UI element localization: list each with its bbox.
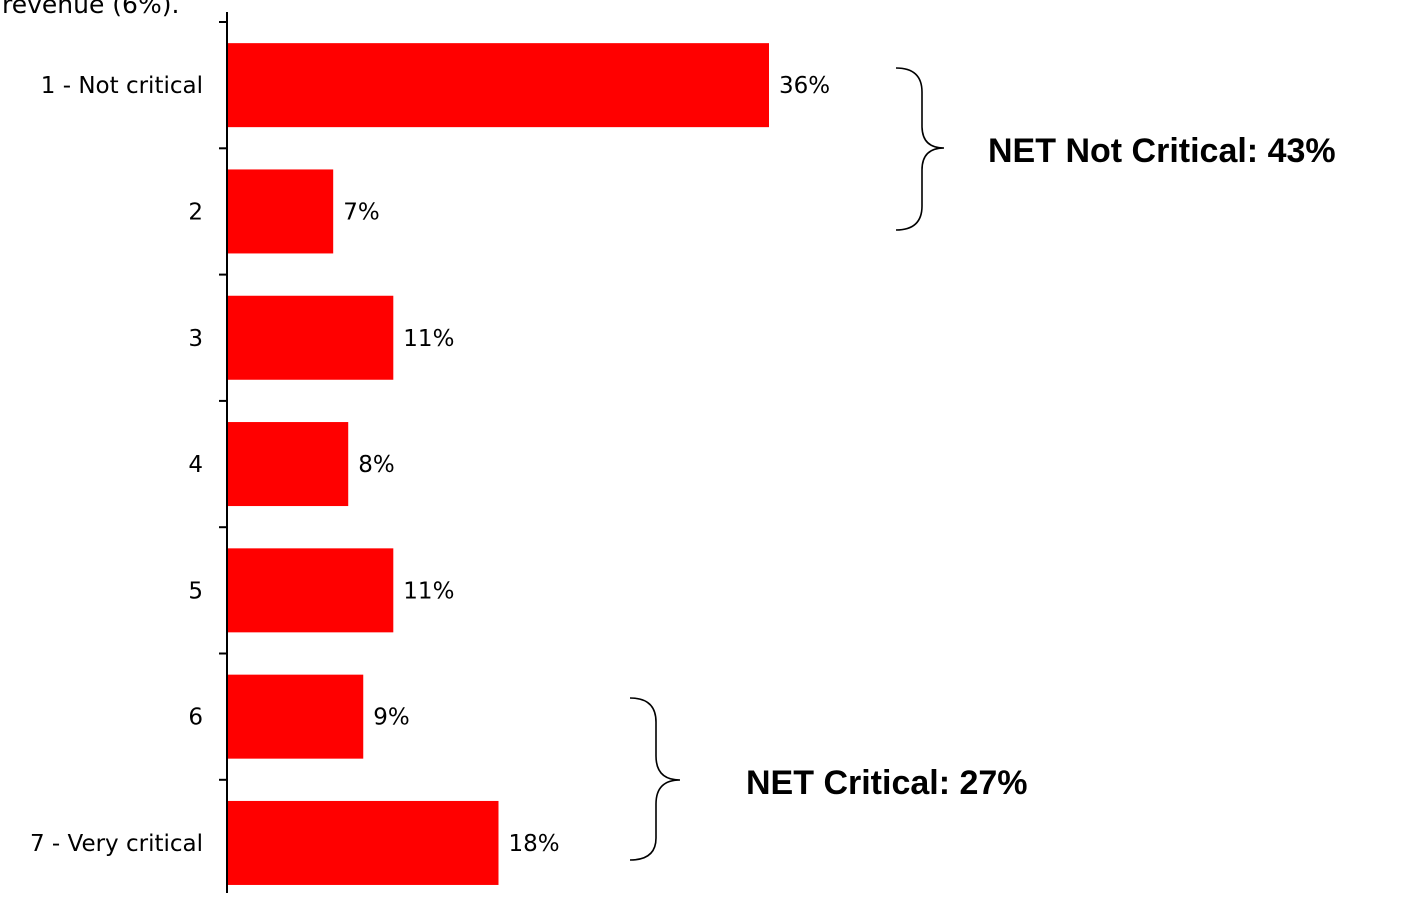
- bar-1: [228, 43, 769, 128]
- category-label-2: 2: [188, 199, 203, 225]
- category-axis: [219, 12, 228, 893]
- labels-layer: 36% 1 - Not critical 7% 2 11% 3 8% 4 11% 5 9% 6 18% 7…: [30, 73, 830, 857]
- bar-3: [228, 295, 394, 380]
- brace-not-critical: [895, 67, 945, 231]
- annotations-layer: NET Not Critical: 43% NET Critical: 27%: [629, 67, 1336, 861]
- category-label-5: 5: [188, 578, 203, 604]
- value-label-4: 8%: [358, 452, 395, 478]
- brace-critical: [629, 697, 681, 861]
- category-label-1: 1 - Not critical: [41, 73, 203, 99]
- net-critical-label: NET Critical: 27%: [746, 764, 1028, 802]
- bar-6: [228, 674, 364, 759]
- bar-4: [228, 422, 349, 507]
- bar-5: [228, 548, 394, 633]
- value-label-5: 11%: [403, 578, 454, 604]
- value-label-6: 9%: [373, 705, 410, 731]
- category-label-7: 7 - Very critical: [30, 831, 203, 857]
- category-label-6: 6: [188, 705, 203, 731]
- value-label-7: 18%: [509, 831, 560, 857]
- value-label-2: 7%: [343, 199, 380, 225]
- bars-layer: [228, 43, 769, 885]
- value-label-3: 11%: [403, 326, 454, 352]
- category-label-4: 4: [188, 452, 203, 478]
- bar-7: [228, 800, 499, 885]
- net-not-critical-label: NET Not Critical: 43%: [988, 132, 1336, 170]
- bar-2: [228, 169, 334, 254]
- value-label-1: 36%: [779, 73, 830, 99]
- chart-title-fragment: revenue (6%).: [2, 0, 180, 19]
- category-label-3: 3: [188, 326, 203, 352]
